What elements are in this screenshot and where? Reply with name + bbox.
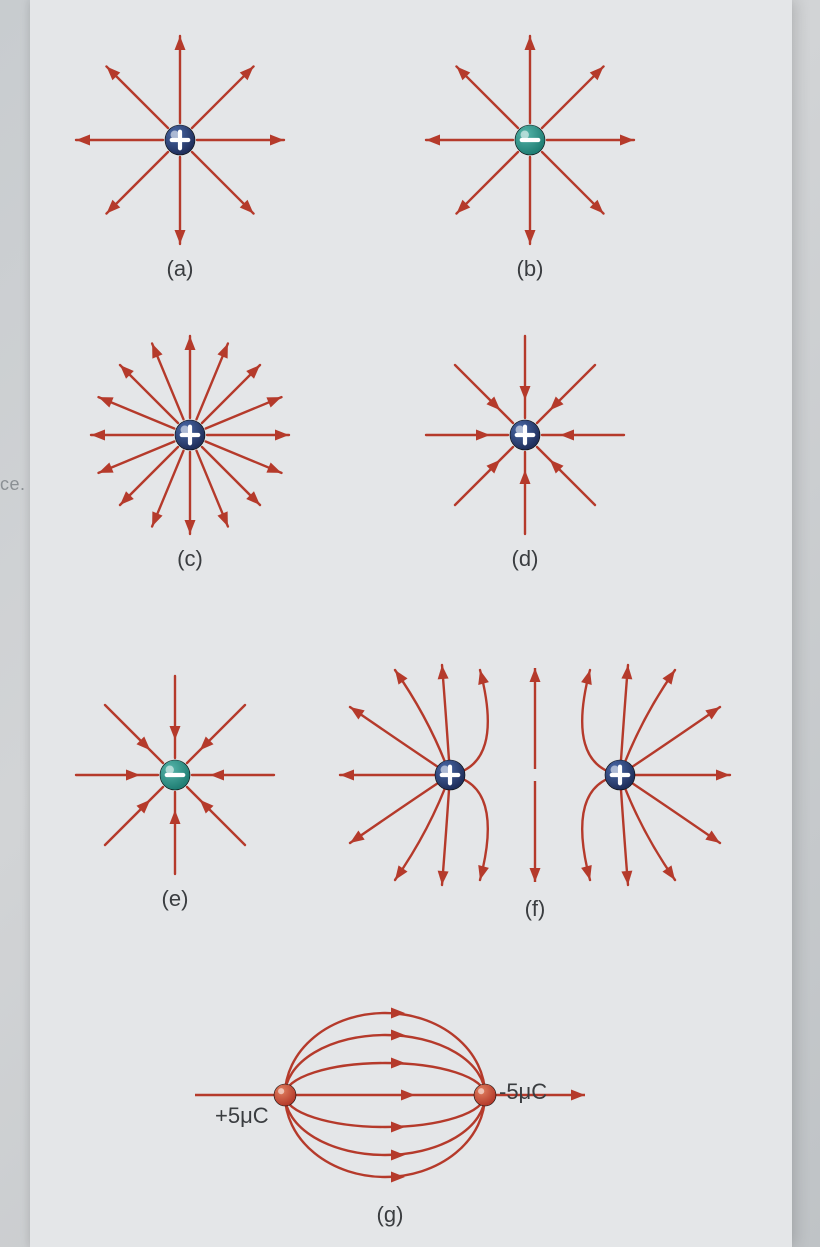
field-diagram-svg (420, 330, 630, 540)
caption: (b) (517, 256, 544, 282)
field-diagram-svg (420, 30, 640, 250)
field-diagram-svg (85, 330, 295, 540)
field-diagram-svg (70, 670, 280, 880)
diagram-f: (f) (320, 660, 750, 922)
caption: (e) (162, 886, 189, 912)
field-diagram-svg (320, 660, 750, 890)
diagram-e: (e) (70, 670, 280, 912)
diagram-d: (d) (420, 330, 630, 572)
caption: (g) (377, 1202, 404, 1228)
diagram-a: (a) (70, 30, 290, 282)
caption: (d) (512, 546, 539, 572)
left-charge-label: +5μC (215, 1103, 269, 1129)
caption: (c) (177, 546, 203, 572)
cropped-text: ce. (0, 474, 26, 495)
diagram-b: (b) (420, 30, 640, 282)
caption: (a) (167, 256, 194, 282)
diagram-c: (c) (85, 330, 295, 572)
diagram-g: +5μC -5μC (g) (170, 990, 610, 1228)
caption: (f) (525, 896, 546, 922)
right-charge-label: -5μC (499, 1079, 547, 1105)
field-diagram-svg (70, 30, 290, 250)
